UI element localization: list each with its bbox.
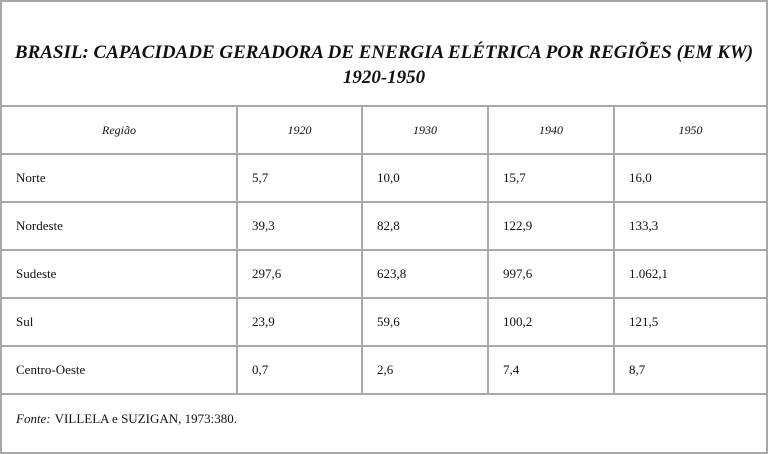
cell: 7,4 [487,345,615,395]
cell: 100,2 [487,297,615,347]
cell: 1.062,1 [613,249,766,299]
table-row: Nordeste 39,3 82,8 122,9 133,3 [2,201,766,251]
cell: 2,6 [361,345,489,395]
source-text: VILLELA e SUZIGAN, 1973:380. [54,411,237,426]
title-box: BRASIL: CAPACIDADE GERADORA DE ENERGIA E… [2,2,766,107]
table-body: Norte 5,7 10,0 15,7 16,0 Nordeste 39,3 82,8 122,… [2,154,766,395]
column-header: 1920 [236,107,363,155]
row-label: Sul [2,297,238,347]
cell: 82,8 [361,201,489,251]
cell: 623,8 [361,249,489,299]
column-header: Região [2,107,238,155]
cell: 133,3 [613,201,766,251]
row-label: Sudeste [2,249,238,299]
column-header: 1940 [487,107,615,155]
header-row: Região 1920 1930 1940 1950 [2,107,766,155]
cell: 10,0 [361,154,489,203]
column-header: 1950 [613,107,766,155]
cell: 16,0 [613,154,766,203]
cell: 121,5 [613,297,766,347]
table-row: Sul 23,9 59,6 100,2 121,5 [2,297,766,347]
cell: 15,7 [487,154,615,203]
cell: 297,6 [236,249,363,299]
cell: 23,9 [236,297,363,347]
row-label: Norte [2,154,238,203]
cell: 59,6 [361,297,489,347]
column-header: 1930 [361,107,489,155]
cell: 5,7 [236,154,363,203]
source-label: Fonte: [16,411,51,426]
table-row: Sudeste 297,6 623,8 997,6 1.062,1 [2,249,766,299]
cell: 8,7 [613,345,766,395]
table-row: Centro-Oeste 0,7 2,6 7,4 8,7 [2,345,766,395]
table-row: Norte 5,7 10,0 15,7 16,0 [2,154,766,203]
title: BRASIL: CAPACIDADE GERADORA DE ENERGIA E… [14,42,754,63]
data-table: Região 1920 1930 1940 1950 Norte 5,7 10,0 15,7 1… [2,107,766,395]
subtitle: 1920-1950 [342,67,426,88]
cell: 997,6 [487,249,615,299]
cell: 0,7 [236,345,363,395]
cell: 39,3 [236,201,363,251]
row-label: Centro-Oeste [2,345,238,395]
row-label: Nordeste [2,201,238,251]
source: Fonte: VILLELA e SUZIGAN, 1973:380. [2,395,766,443]
cell: 122,9 [487,201,615,251]
